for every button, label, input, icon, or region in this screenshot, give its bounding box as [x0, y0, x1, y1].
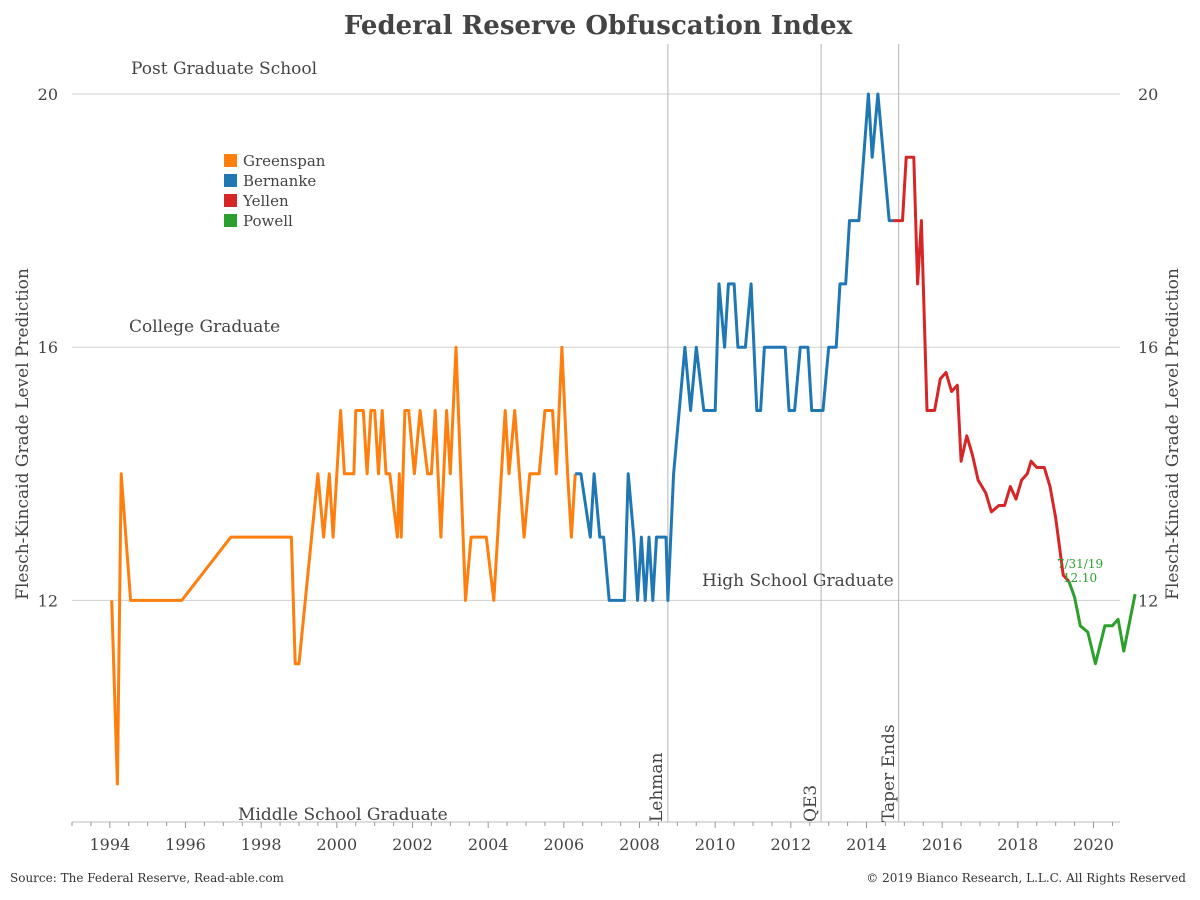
y-tick-label-right-12: 12 [1138, 591, 1158, 610]
y-axis-right: 12 16 20 [1138, 85, 1158, 610]
series-line-greenspan [110, 345, 577, 786]
chart-title: Federal Reserve Obfuscation Index [344, 11, 853, 41]
x-tick-label-1996: 1996 [165, 835, 206, 854]
y-tick-label-right-20: 20 [1138, 85, 1158, 104]
legend-label-bernanke: Bernanke [243, 172, 316, 190]
x-tick-label-2008: 2008 [619, 835, 660, 854]
y-axis-label-left: Flesch-Kincaid Grade Level Prediction [13, 268, 33, 600]
y-tick-label-left-12: 12 [38, 591, 58, 610]
series-line-bernanke [575, 92, 893, 602]
x-tick-label-2020: 2020 [1073, 835, 1114, 854]
vline-label-lehman: Lehman [647, 752, 667, 822]
x-tick-label-2014: 2014 [846, 835, 887, 854]
x-tick-label-2018: 2018 [997, 835, 1038, 854]
legend-swatch-yellen [224, 194, 237, 207]
x-tick-label-1998: 1998 [241, 835, 282, 854]
horizontal-gridlines [72, 93, 1120, 601]
y-tick-label-left-20: 20 [38, 85, 58, 104]
legend-swatch-greenspan [224, 154, 237, 167]
x-tick-label-2016: 2016 [922, 835, 963, 854]
legend-label-powell: Powell [243, 212, 293, 230]
annotation-high-school-graduate: High School Graduate [702, 571, 894, 591]
y-axis-left: 12 16 20 [38, 85, 58, 610]
annotation-college-graduate: College Graduate [129, 317, 280, 337]
legend: Greenspan Bernanke Yellen Powell [224, 152, 326, 230]
x-axis: 1994 1996 1998 2000 2002 2004 2006 2008 2010 2012… [71, 821, 1120, 854]
y-tick-label-right-16: 16 [1138, 338, 1158, 357]
legend-swatch-powell [224, 214, 237, 227]
y-axis-label-right: Flesch-Kincaid Grade Level Prediction [1163, 268, 1183, 600]
copyright-note: © 2019 Bianco Research, L.L.C. All Right… [866, 871, 1186, 885]
event-vertical-lines [667, 44, 900, 822]
series-lines [110, 92, 1137, 786]
annotation-middle-school-graduate: Middle School Graduate [238, 805, 448, 825]
source-note: Source: The Federal Reserve, Read-able.c… [10, 871, 285, 885]
series-line-yellen [893, 155, 1071, 583]
annotation-post-graduate: Post Graduate School [131, 59, 317, 79]
legend-label-greenspan: Greenspan [243, 152, 326, 170]
x-tick-label-2006: 2006 [543, 835, 584, 854]
x-tick-label-1994: 1994 [89, 835, 130, 854]
x-tick-label-2010: 2010 [695, 835, 736, 854]
legend-label-yellen: Yellen [242, 192, 289, 210]
x-tick-label-2004: 2004 [468, 835, 509, 854]
x-tick-label-2012: 2012 [770, 835, 811, 854]
legend-swatch-bernanke [224, 174, 237, 187]
x-tick-label-2002: 2002 [392, 835, 433, 854]
final-value-label: 12.10 [1063, 571, 1097, 585]
x-tick-label-2000: 2000 [316, 835, 357, 854]
vline-label-taper-ends: Taper Ends [879, 724, 899, 822]
series-line-powell [1067, 580, 1137, 666]
vline-label-qe3: QE3 [801, 785, 821, 822]
y-tick-label-left-16: 16 [38, 338, 58, 357]
final-date-label: 7/31/19 [1057, 557, 1103, 571]
